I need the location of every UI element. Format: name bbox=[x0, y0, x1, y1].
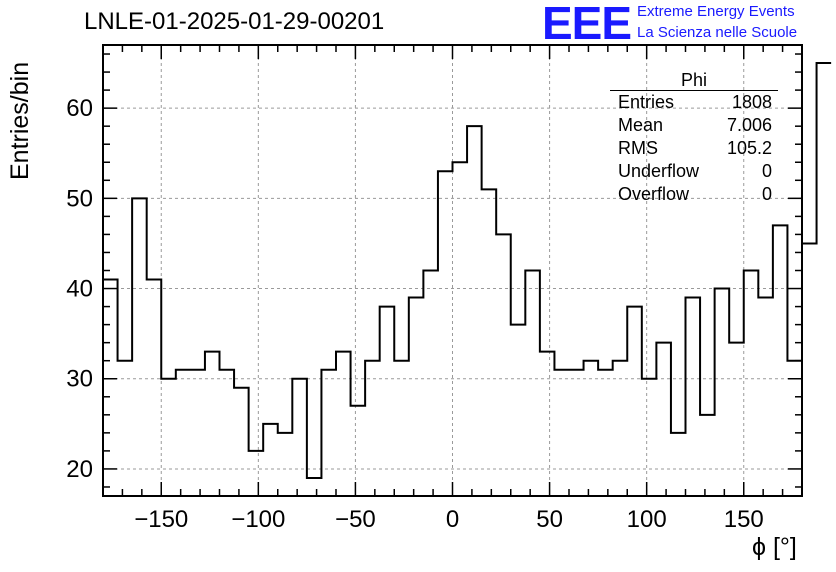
stats-row: Mean 7.006 bbox=[610, 114, 778, 137]
stats-value: 7.006 bbox=[726, 115, 772, 135]
y-tick-label: 60 bbox=[66, 95, 93, 122]
x-tick-label: 50 bbox=[536, 506, 563, 533]
x-tick-label: −100 bbox=[231, 506, 285, 533]
x-tick-label: −150 bbox=[134, 506, 188, 533]
x-tick-label: 100 bbox=[627, 506, 667, 533]
x-tick-label: −50 bbox=[335, 506, 376, 533]
x-tick-label: 150 bbox=[724, 506, 764, 533]
stats-box-name: Phi bbox=[610, 70, 778, 91]
stats-row: Entries 1808 bbox=[610, 91, 778, 114]
stats-value: 1808 bbox=[731, 92, 772, 112]
histogram-step-line bbox=[103, 62, 832, 479]
x-axis-label: ϕ [°] bbox=[752, 533, 797, 561]
stats-label: RMS bbox=[618, 138, 658, 158]
x-tick-label: 0 bbox=[446, 506, 459, 533]
stats-value: 0 bbox=[761, 184, 772, 204]
stats-label: Entries bbox=[618, 92, 675, 112]
stats-label: Underflow bbox=[618, 161, 700, 181]
logo-line-1: Extreme Energy Events bbox=[637, 3, 795, 20]
y-tick-label: 50 bbox=[66, 185, 93, 212]
plot-title: LNLE-01-2025-01-29-00201 bbox=[84, 8, 385, 35]
stats-value: 0 bbox=[761, 161, 772, 181]
stats-row: Underflow 0 bbox=[610, 160, 778, 183]
stats-row: Overflow 0 bbox=[610, 183, 778, 206]
y-axis-ticks: 20 30 40 50 60 bbox=[66, 53, 802, 488]
eee-logo: EEE bbox=[542, 0, 632, 49]
logo-line-2: La Scienza nelle Scuole bbox=[637, 24, 798, 41]
y-tick-label: 20 bbox=[66, 456, 93, 483]
stats-label: Mean bbox=[618, 115, 664, 135]
y-tick-label: 40 bbox=[66, 276, 93, 303]
stats-box: Phi Entries 1808 Mean 7.006 RMS 105.2 Un… bbox=[610, 70, 778, 206]
x-axis-ticks: −150 −100 −50 0 50 100 150 bbox=[121, 45, 784, 533]
stats-row: RMS 105.2 bbox=[610, 137, 778, 160]
y-tick-label: 30 bbox=[66, 366, 93, 393]
y-axis-label: Entries/bin bbox=[6, 61, 34, 180]
stats-label: Overflow bbox=[618, 184, 690, 204]
stats-value: 105.2 bbox=[726, 138, 772, 158]
